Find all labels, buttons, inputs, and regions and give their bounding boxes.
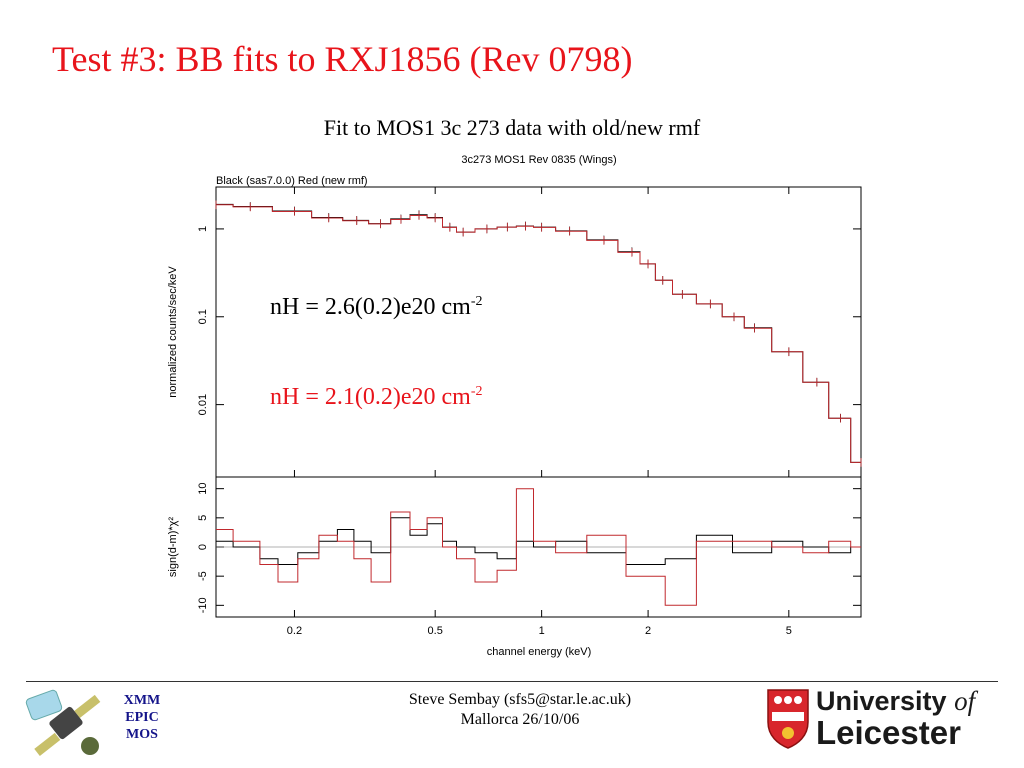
footer-divider [26, 681, 998, 682]
x-axis-label: channel energy (keV) [487, 646, 592, 658]
nh-annotation-old: nH = 2.6(0.2)e20 cm-2 [270, 294, 483, 321]
spectrum-series-0 [216, 203, 861, 463]
instrument-line-1: XMM [123, 693, 161, 708]
footer-author: Steve Sembay (sfs5@star.le.ac.uk) [408, 691, 632, 708]
university-wordmark: University of Leicester [816, 686, 975, 750]
bottom-y-tick-label: 0 [197, 544, 209, 550]
university-name: Leicester [816, 714, 961, 751]
instrument-line-2: EPIC [125, 710, 159, 725]
nh-old-exponent: -2 [470, 294, 483, 309]
instrument-label: XMM EPIC MOS [112, 692, 172, 743]
top-y-tick-label: 0.1 [197, 309, 209, 324]
footer-venue: Mallorca 26/10/06 [460, 711, 580, 728]
bottom-panel-ylabel: sign(d-m)*χ² [167, 517, 179, 578]
chart-title: 3c273 MOS1 Rev 0835 (Wings) [461, 154, 616, 166]
bottom-y-tick-label: -5 [197, 571, 209, 581]
nh-new-text: nH = 2.1(0.2)e20 cm [270, 384, 471, 410]
nh-new-exponent: -2 [470, 384, 483, 399]
x-tick-label: 2 [645, 625, 651, 637]
university-word: University [816, 686, 947, 716]
nh-annotation-new: nH = 2.1(0.2)e20 cm-2 [270, 384, 483, 411]
x-tick-label: 1 [539, 625, 545, 637]
slide-title: Test #3: BB fits to RXJ1856 (Rev 0798) [52, 39, 633, 79]
university-of: of [954, 686, 976, 716]
top-panel-frame [215, 186, 862, 478]
instrument-line-3: MOS [126, 727, 158, 742]
chart-legend-text: Black (sas7.0.0) Red (new rmf) [216, 175, 368, 187]
spectrum-series-1 [216, 204, 861, 463]
chart-subtitle: Fit to MOS1 3c 273 data with old/new rmf [323, 115, 701, 140]
bottom-y-tick-label: 10 [197, 483, 209, 495]
x-tick-label: 5 [786, 625, 792, 637]
top-panel-ylabel: normalized counts/sec/keV [167, 266, 179, 398]
bottom-y-tick-label: -10 [197, 597, 209, 613]
x-tick-label: 0.2 [287, 625, 302, 637]
top-y-tick-label: 0.01 [197, 394, 209, 415]
xmm-satellite-logo [25, 689, 101, 756]
footer-credits: Steve Sembay (sfs5@star.le.ac.uk) Mallor… [330, 690, 710, 730]
spectrum-chart: 3c273 MOS1 Rev 0835 (Wings) Black (sas7.… [167, 154, 862, 658]
nh-old-text: nH = 2.6(0.2)e20 cm [270, 294, 471, 320]
university-crest-icon [767, 689, 809, 749]
top-y-tick-label: 1 [197, 226, 209, 232]
bottom-y-tick-label: 5 [197, 515, 209, 521]
residual-series-1 [216, 488, 861, 606]
x-tick-label: 0.5 [428, 625, 443, 637]
